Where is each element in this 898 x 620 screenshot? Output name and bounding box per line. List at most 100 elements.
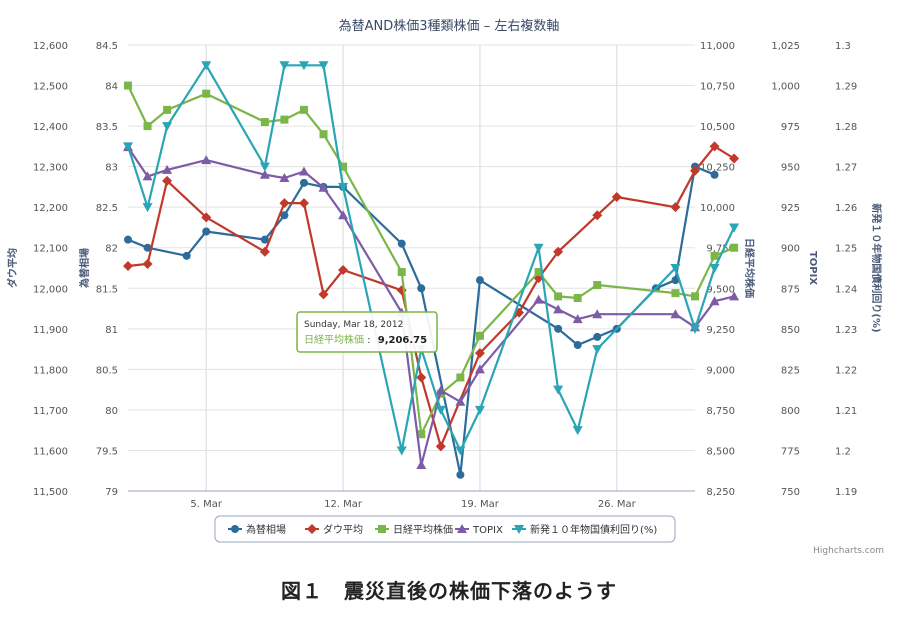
data-point[interactable] — [260, 118, 269, 127]
data-point[interactable] — [298, 61, 309, 71]
data-point[interactable] — [142, 203, 153, 213]
data-point[interactable] — [279, 198, 290, 209]
data-point[interactable] — [319, 130, 328, 139]
data-point[interactable] — [729, 291, 740, 301]
data-point[interactable] — [142, 258, 153, 269]
data-point[interactable] — [202, 89, 211, 98]
data-point[interactable] — [573, 341, 582, 350]
legend-item[interactable]: 新発１０年物国債利回り(%) — [512, 523, 657, 536]
data-point[interactable] — [455, 396, 466, 406]
data-point[interactable] — [259, 246, 270, 257]
data-point[interactable] — [709, 141, 720, 152]
data-point[interactable] — [298, 166, 309, 176]
data-point[interactable] — [201, 155, 212, 165]
data-point[interactable] — [201, 212, 212, 223]
data-point[interactable] — [572, 426, 583, 436]
data-point[interactable] — [279, 172, 290, 182]
legend-item[interactable]: ダウ平均 — [305, 523, 363, 536]
data-point[interactable] — [456, 373, 465, 382]
data-point[interactable] — [339, 162, 348, 171]
data-point[interactable] — [123, 260, 133, 271]
data-point[interactable] — [416, 460, 427, 470]
data-point[interactable] — [553, 304, 564, 314]
data-point[interactable] — [162, 122, 173, 132]
data-point[interactable] — [162, 164, 173, 174]
data-point[interactable] — [318, 289, 329, 300]
data-point[interactable] — [279, 61, 290, 71]
data-point[interactable] — [143, 243, 152, 252]
data-point[interactable] — [533, 243, 544, 253]
data-point[interactable] — [201, 61, 212, 71]
data-point[interactable] — [572, 314, 583, 324]
data-point[interactable] — [670, 309, 681, 319]
data-point[interactable] — [592, 210, 603, 221]
data-point[interactable] — [260, 235, 269, 244]
legend-item[interactable]: 日経平均株価 — [375, 523, 453, 536]
data-point[interactable] — [298, 198, 309, 209]
data-point[interactable] — [182, 251, 191, 260]
data-point[interactable] — [691, 292, 699, 301]
data-point[interactable] — [280, 115, 289, 124]
data-point[interactable] — [474, 364, 485, 374]
data-point[interactable] — [435, 441, 446, 452]
legend-item[interactable]: 為替相場 — [228, 523, 286, 536]
data-point[interactable] — [593, 332, 602, 341]
data-point[interactable] — [162, 175, 173, 186]
data-point[interactable] — [709, 264, 720, 273]
data-point[interactable] — [435, 405, 446, 415]
data-point[interactable] — [397, 239, 406, 248]
data-point[interactable] — [259, 169, 270, 179]
data-point[interactable] — [533, 294, 544, 304]
data-point[interactable] — [396, 446, 407, 456]
data-point[interactable] — [670, 202, 681, 213]
data-point[interactable] — [729, 153, 740, 164]
data-point[interactable] — [710, 170, 719, 179]
data-point[interactable] — [671, 289, 680, 298]
data-point[interactable] — [338, 182, 349, 192]
data-point[interactable] — [729, 223, 740, 233]
data-point[interactable] — [338, 265, 349, 276]
data-point[interactable] — [573, 294, 582, 303]
data-point[interactable] — [553, 385, 564, 395]
data-point[interactable] — [417, 284, 426, 293]
data-point[interactable] — [338, 210, 349, 220]
data-point[interactable] — [670, 264, 681, 273]
data-point[interactable] — [475, 331, 484, 340]
legend-item[interactable]: TOPIX — [455, 524, 503, 536]
data-point[interactable] — [611, 192, 622, 203]
data-point[interactable] — [474, 405, 485, 415]
data-point[interactable] — [202, 227, 211, 236]
data-point[interactable] — [142, 171, 153, 181]
data-point[interactable] — [143, 122, 152, 131]
data-point[interactable] — [124, 81, 132, 90]
data-point[interactable] — [671, 276, 680, 285]
data-point[interactable] — [474, 348, 485, 359]
data-point[interactable] — [280, 211, 289, 220]
data-point[interactable] — [554, 324, 563, 333]
data-point[interactable] — [553, 246, 564, 257]
data-point[interactable] — [554, 292, 563, 301]
data-point[interactable] — [417, 430, 426, 439]
data-point[interactable] — [416, 372, 427, 383]
data-point[interactable] — [475, 276, 484, 285]
data-point[interactable] — [456, 470, 465, 479]
data-point[interactable] — [299, 178, 308, 187]
data-point[interactable] — [709, 296, 720, 306]
data-point[interactable] — [318, 182, 329, 192]
data-point[interactable] — [124, 235, 132, 244]
data-point[interactable] — [592, 345, 603, 355]
data-point[interactable] — [435, 385, 446, 395]
data-point[interactable] — [690, 324, 700, 334]
data-point[interactable] — [318, 61, 329, 71]
data-point[interactable] — [163, 105, 172, 114]
data-point[interactable] — [710, 251, 719, 260]
data-point[interactable] — [593, 281, 602, 290]
data-point[interactable] — [592, 309, 603, 319]
data-point[interactable] — [397, 268, 406, 277]
data-point[interactable] — [690, 165, 700, 176]
data-point[interactable] — [455, 446, 466, 456]
data-point[interactable] — [259, 162, 270, 172]
data-point[interactable] — [299, 105, 308, 114]
data-point[interactable] — [730, 243, 739, 252]
data-point[interactable] — [123, 142, 133, 152]
